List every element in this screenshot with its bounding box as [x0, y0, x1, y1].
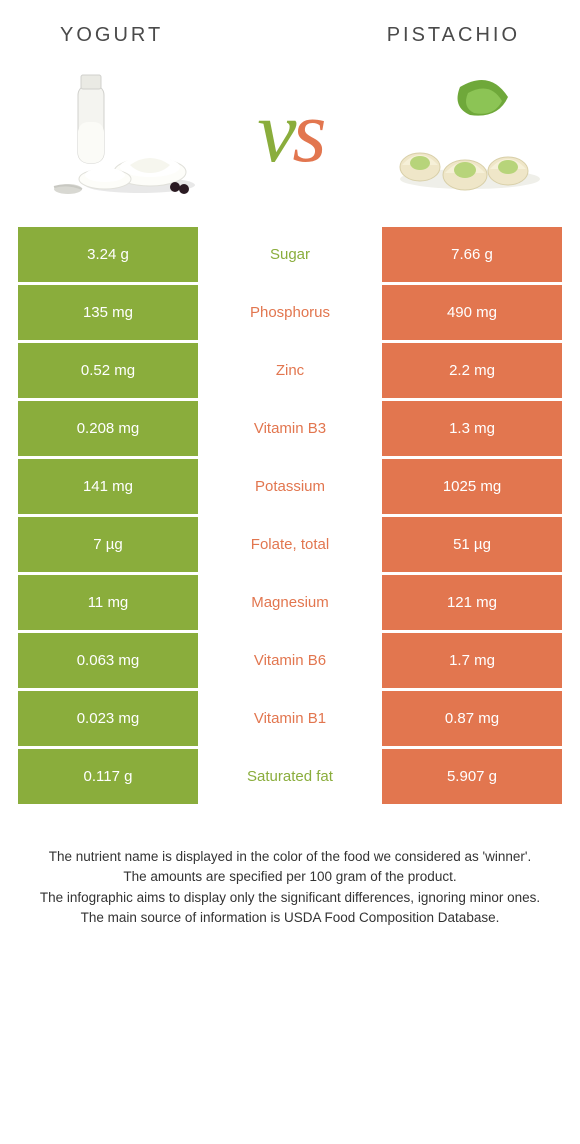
- hero-row: vs: [0, 57, 580, 227]
- nutrient-row: 0.52 mgZinc2.2 mg: [18, 343, 562, 398]
- value-left: 0.117 g: [18, 749, 198, 804]
- nutrient-row: 141 mgPotassium1025 mg: [18, 459, 562, 514]
- value-left: 0.023 mg: [18, 691, 198, 746]
- food-name-right: Pistachio: [387, 24, 520, 47]
- value-right: 1.3 mg: [382, 401, 562, 456]
- nutrient-row: 135 mgPhosphorus490 mg: [18, 285, 562, 340]
- header-names: Yogurt Pistachio: [0, 0, 580, 57]
- pistachio-illustration: [380, 67, 550, 197]
- value-right: 121 mg: [382, 575, 562, 630]
- nutrient-row: 0.023 mgVitamin B10.87 mg: [18, 691, 562, 746]
- nutrient-row: 7 µgFolate, total51 µg: [18, 517, 562, 572]
- nutrient-name: Folate, total: [198, 517, 382, 572]
- nutrient-name: Sugar: [198, 227, 382, 282]
- value-right: 5.907 g: [382, 749, 562, 804]
- nutrient-name: Vitamin B3: [198, 401, 382, 456]
- footer-notes: The nutrient name is displayed in the co…: [0, 807, 580, 948]
- nutrient-row: 3.24 gSugar7.66 g: [18, 227, 562, 282]
- yogurt-illustration: [30, 67, 200, 197]
- nutrient-name: Vitamin B6: [198, 633, 382, 688]
- value-right: 0.87 mg: [382, 691, 562, 746]
- value-right: 51 µg: [382, 517, 562, 572]
- value-left: 0.063 mg: [18, 633, 198, 688]
- nutrient-name: Zinc: [198, 343, 382, 398]
- vs-label: vs: [257, 82, 322, 183]
- nutrient-name: Saturated fat: [198, 749, 382, 804]
- value-right: 1.7 mg: [382, 633, 562, 688]
- nutrient-table: 3.24 gSugar7.66 g135 mgPhosphorus490 mg0…: [0, 227, 580, 804]
- footer-line: The nutrient name is displayed in the co…: [30, 847, 550, 867]
- footer-line: The amounts are specified per 100 gram o…: [30, 867, 550, 887]
- food-name-left: Yogurt: [60, 24, 163, 47]
- value-left: 135 mg: [18, 285, 198, 340]
- value-right: 1025 mg: [382, 459, 562, 514]
- footer-line: The main source of information is USDA F…: [30, 908, 550, 928]
- value-right: 2.2 mg: [382, 343, 562, 398]
- vs-v: v: [257, 84, 292, 181]
- infographic-container: Yogurt Pistachio vs: [0, 0, 580, 948]
- nutrient-name: Potassium: [198, 459, 382, 514]
- value-left: 0.52 mg: [18, 343, 198, 398]
- nutrient-name: Phosphorus: [198, 285, 382, 340]
- nutrient-row: 0.117 gSaturated fat5.907 g: [18, 749, 562, 804]
- nutrient-row: 11 mgMagnesium121 mg: [18, 575, 562, 630]
- value-right: 7.66 g: [382, 227, 562, 282]
- value-left: 7 µg: [18, 517, 198, 572]
- value-left: 3.24 g: [18, 227, 198, 282]
- nutrient-row: 0.208 mgVitamin B31.3 mg: [18, 401, 562, 456]
- value-right: 490 mg: [382, 285, 562, 340]
- nutrient-name: Magnesium: [198, 575, 382, 630]
- value-left: 11 mg: [18, 575, 198, 630]
- vs-s: s: [292, 84, 322, 181]
- nutrient-row: 0.063 mgVitamin B61.7 mg: [18, 633, 562, 688]
- value-left: 141 mg: [18, 459, 198, 514]
- nutrient-name: Vitamin B1: [198, 691, 382, 746]
- value-left: 0.208 mg: [18, 401, 198, 456]
- footer-line: The infographic aims to display only the…: [30, 888, 550, 908]
